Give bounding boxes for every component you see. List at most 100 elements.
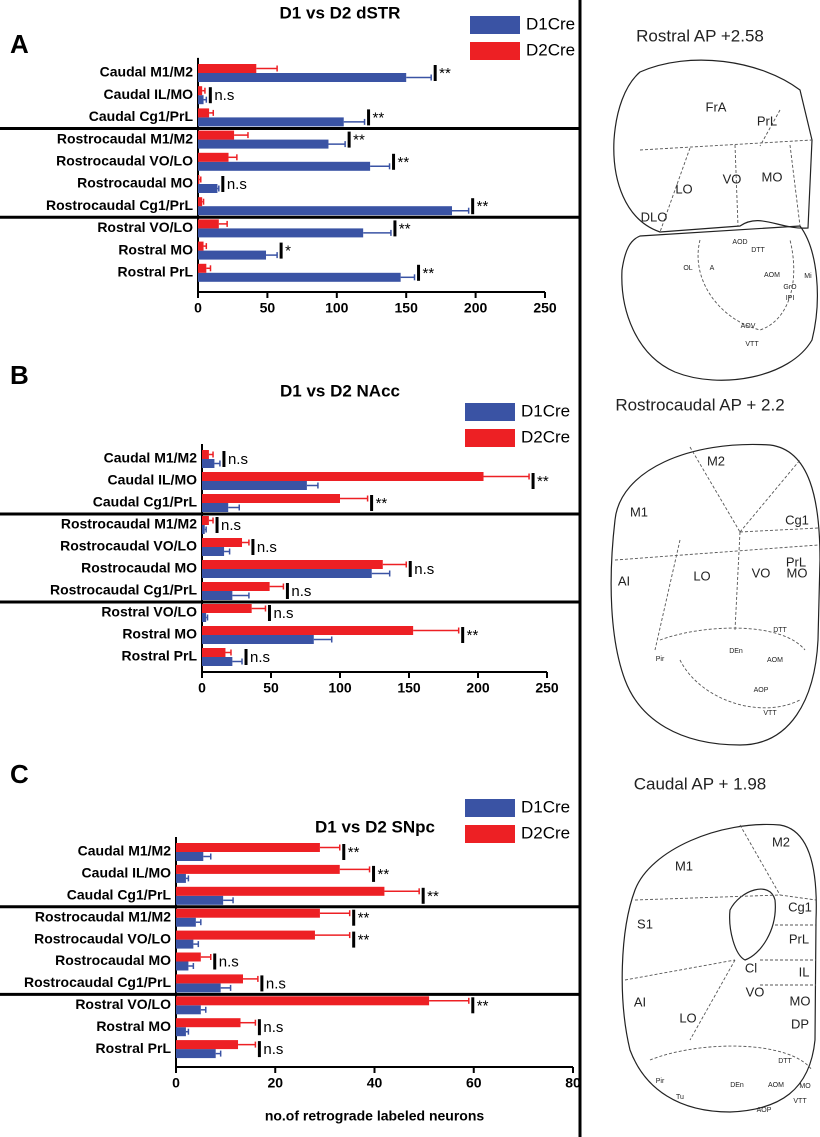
category-label: Rostrocaudal MO bbox=[81, 560, 197, 576]
error-bar bbox=[343, 118, 366, 125]
significance-label: ** bbox=[358, 932, 370, 949]
error-bar bbox=[206, 265, 212, 272]
category-label: Caudal M1/M2 bbox=[100, 64, 194, 80]
x-tick-label: 200 bbox=[466, 680, 490, 696]
error-bar bbox=[313, 636, 333, 643]
bar bbox=[202, 503, 229, 512]
significance-label: ** bbox=[378, 866, 390, 883]
bar bbox=[202, 613, 207, 622]
region-label: Cg1 bbox=[785, 512, 809, 527]
region-label: MO bbox=[790, 993, 811, 1008]
significance-label: ** bbox=[477, 997, 489, 1014]
error-bar bbox=[208, 517, 214, 524]
panel-letter: A bbox=[10, 29, 29, 59]
chart-title: D1 vs D2 dSTR bbox=[280, 3, 401, 22]
legend-swatch bbox=[465, 825, 515, 843]
region-label: VTT bbox=[793, 1098, 807, 1105]
region-label: DEn bbox=[729, 648, 743, 655]
bar bbox=[202, 450, 209, 459]
x-tick-label: 0 bbox=[172, 1075, 180, 1091]
error-bar bbox=[200, 1006, 207, 1013]
atlas-title: Rostrocaudal AP + 2.2 bbox=[615, 395, 784, 414]
error-bar bbox=[242, 539, 250, 546]
error-bar bbox=[208, 451, 214, 458]
error-bar bbox=[483, 473, 530, 480]
category-label: Rostrocaudal MO bbox=[77, 175, 193, 191]
error-bar bbox=[185, 875, 190, 882]
bar bbox=[198, 228, 364, 238]
legend-swatch bbox=[465, 429, 515, 447]
significance-label: n.s bbox=[263, 1019, 283, 1036]
panel-letter: C bbox=[10, 759, 29, 789]
bar bbox=[176, 1040, 239, 1050]
bar bbox=[198, 184, 218, 193]
error-bar bbox=[220, 984, 232, 991]
error-bar bbox=[193, 941, 200, 948]
error-bar bbox=[202, 87, 206, 94]
x-axis-label: no.of retrograde labeled neurons bbox=[265, 1108, 485, 1124]
region-label: DP bbox=[791, 1016, 809, 1031]
category-label: Rostrocaudal Cg1/PrL bbox=[24, 974, 171, 990]
error-bar bbox=[319, 910, 351, 917]
bar bbox=[198, 241, 204, 251]
bar bbox=[202, 582, 270, 591]
region-label: AOM bbox=[767, 657, 783, 664]
region-label: MO bbox=[762, 169, 783, 184]
significance-label: ** bbox=[398, 154, 410, 171]
error-bar bbox=[232, 658, 243, 665]
error-bar bbox=[319, 844, 341, 851]
error-bar bbox=[200, 954, 212, 960]
region-label: Cl bbox=[745, 960, 757, 975]
region-label: AOM bbox=[764, 272, 780, 279]
bar bbox=[176, 930, 315, 940]
region-label: AI bbox=[634, 994, 646, 1009]
category-label: Rostral MO bbox=[96, 1018, 171, 1034]
category-label: Caudal IL/MO bbox=[108, 472, 198, 488]
error-bar bbox=[314, 932, 351, 939]
error-bar bbox=[202, 198, 205, 205]
bar bbox=[176, 996, 430, 1006]
region-label: OL bbox=[683, 265, 692, 272]
error-bar bbox=[242, 975, 259, 982]
significance-label: * bbox=[285, 243, 291, 260]
error-bar bbox=[199, 176, 202, 183]
significance-label: ** bbox=[358, 910, 370, 927]
significance-label: n.s bbox=[257, 539, 277, 556]
bar bbox=[202, 494, 340, 503]
bar bbox=[202, 657, 233, 666]
category-label: Rostral PrL bbox=[122, 648, 198, 664]
significance-label: n.s bbox=[219, 953, 239, 970]
region-label: AOP bbox=[754, 687, 769, 694]
bar bbox=[198, 86, 203, 96]
region-label: IL bbox=[799, 964, 810, 979]
bar bbox=[176, 852, 204, 861]
error-bar bbox=[195, 919, 202, 926]
error-bar bbox=[269, 583, 285, 590]
bar bbox=[198, 73, 407, 82]
region-label: Tu bbox=[676, 1094, 684, 1101]
significance-label: ** bbox=[376, 495, 388, 512]
region-label: MO bbox=[799, 1083, 811, 1090]
x-tick-label: 200 bbox=[464, 300, 488, 316]
x-tick-label: 250 bbox=[535, 680, 559, 696]
bar bbox=[198, 108, 210, 118]
bar bbox=[198, 263, 207, 273]
category-label: Rostral PrL bbox=[96, 1040, 172, 1056]
error-bar bbox=[406, 74, 432, 81]
error-bar bbox=[339, 866, 371, 873]
x-tick-label: 250 bbox=[533, 300, 557, 316]
region-label: Cg1 bbox=[788, 899, 812, 914]
error-bar bbox=[363, 229, 392, 236]
significance-label: ** bbox=[423, 265, 435, 282]
x-tick-label: 50 bbox=[260, 300, 276, 316]
error-bar bbox=[429, 997, 470, 1004]
significance-label: n.s bbox=[263, 1041, 283, 1058]
atlas-drawing bbox=[610, 59, 820, 1113]
category-label: Rostrocaudal M1/M2 bbox=[57, 130, 193, 146]
bar bbox=[176, 886, 385, 896]
atlas-title: Caudal AP + 1.98 bbox=[634, 774, 767, 793]
category-label: Caudal Cg1/PrL bbox=[67, 887, 172, 903]
region-label: VO bbox=[723, 171, 742, 186]
region-label: LO bbox=[675, 181, 692, 196]
legend-swatch bbox=[470, 16, 520, 34]
